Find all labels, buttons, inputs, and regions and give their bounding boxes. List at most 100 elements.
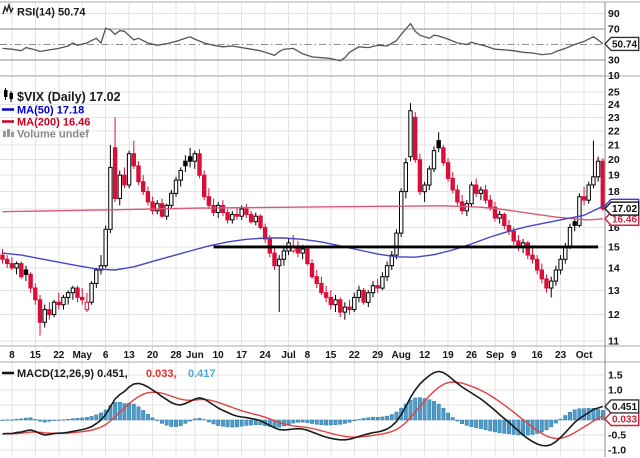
candle-body — [356, 289, 362, 298]
macd-hist-bar — [333, 419, 338, 425]
candle — [70, 285, 76, 300]
candle — [131, 140, 137, 169]
macd-hist-bar — [356, 419, 361, 421]
date-label: 10 — [213, 350, 225, 361]
candle — [497, 210, 502, 224]
candle — [502, 212, 507, 230]
candle — [14, 261, 19, 275]
candle-body — [305, 248, 310, 265]
rsi-axis-label: 10 — [608, 70, 620, 82]
candle-body — [544, 278, 549, 289]
candle — [291, 235, 296, 254]
candle — [328, 290, 334, 310]
candle — [262, 223, 268, 243]
candle — [47, 302, 52, 320]
macd-hist-bar — [366, 417, 371, 421]
candle — [126, 150, 132, 189]
candle-body — [600, 160, 605, 210]
candle-body — [206, 196, 212, 206]
macd-hist-bar — [596, 409, 601, 421]
macd-hist-bar — [155, 419, 160, 421]
candle-body — [103, 228, 108, 267]
signal-value-tag: 0.033 — [604, 411, 640, 427]
candle — [408, 103, 413, 162]
rsi-value-tag-text: 50.74 — [612, 39, 637, 50]
candle-body — [502, 213, 507, 226]
date-label: 13 — [124, 350, 136, 361]
month-label: Jul — [281, 350, 296, 361]
candle-body — [150, 201, 155, 212]
price-axis-label: 16 — [608, 222, 620, 234]
candle-body — [216, 204, 221, 213]
macd-hist-bar — [474, 419, 479, 429]
date-label: 26 — [466, 350, 478, 361]
candle-body — [511, 230, 516, 242]
last-price-tag-text: 17.02 — [612, 204, 637, 215]
macd-hist-bar — [450, 417, 455, 421]
macd-hist-bar — [249, 419, 254, 426]
candle-body — [94, 269, 99, 284]
candle-body — [98, 265, 104, 271]
macd-hist-bar — [328, 419, 333, 426]
candle — [455, 185, 460, 206]
candle-body — [441, 147, 446, 164]
candle-body — [173, 179, 179, 194]
candle-body — [84, 301, 90, 311]
macd-hist-bar — [164, 419, 169, 426]
macd-hist-bar — [502, 419, 507, 434]
macd-hist-bar — [469, 419, 474, 427]
candle — [19, 261, 24, 279]
macd-hist-bar — [338, 419, 343, 425]
candle — [403, 158, 409, 199]
date-label: 6 — [103, 350, 109, 361]
candle-body — [28, 273, 33, 289]
candle-body — [408, 110, 413, 158]
month-label: Aug — [391, 350, 410, 361]
rsi-line — [2, 22, 604, 62]
candle — [51, 299, 57, 318]
candle — [422, 181, 427, 202]
candle-body — [234, 213, 240, 217]
price-axis-label: 12 — [608, 309, 620, 321]
ma50-line — [2, 205, 604, 271]
candle-body — [141, 181, 146, 193]
candle-body — [422, 184, 427, 193]
macd-legend-value: MACD(12,26,9) 0.451, — [17, 368, 128, 380]
candle — [56, 292, 61, 310]
candle — [544, 274, 549, 293]
macd-hist-bar — [310, 419, 314, 424]
candle — [75, 285, 80, 303]
macd-hist-bar — [507, 419, 511, 435]
macd-hist-bar — [122, 403, 127, 421]
macd-hist-bar — [408, 399, 413, 421]
macd-hist-bar — [267, 419, 272, 427]
candle — [558, 255, 563, 275]
macd-hist-bar — [436, 403, 441, 421]
date-label: 8 — [9, 350, 15, 361]
candle — [108, 144, 113, 234]
macd-axis-label: 1.0 — [608, 385, 623, 397]
candle-body — [230, 213, 235, 221]
macd-hist-bar — [174, 419, 178, 427]
candle-body — [202, 174, 207, 198]
candle — [356, 285, 362, 303]
candle-body — [37, 299, 43, 323]
date-label: 22 — [349, 350, 361, 361]
candle — [33, 283, 38, 305]
candle-body — [380, 276, 385, 289]
candle-body — [272, 252, 277, 267]
candle-body — [108, 166, 113, 230]
candle-body — [558, 258, 563, 271]
candle — [80, 288, 85, 305]
candle-body — [126, 153, 132, 186]
macd-hist-bar — [483, 419, 488, 431]
candle-body — [347, 306, 352, 311]
candle — [591, 140, 596, 189]
candle — [84, 292, 90, 313]
month-label: Oct — [576, 350, 593, 361]
candle-body — [253, 215, 259, 223]
macd-hist-bar — [568, 412, 572, 421]
candle-body — [169, 192, 174, 206]
candle-body — [328, 296, 334, 306]
